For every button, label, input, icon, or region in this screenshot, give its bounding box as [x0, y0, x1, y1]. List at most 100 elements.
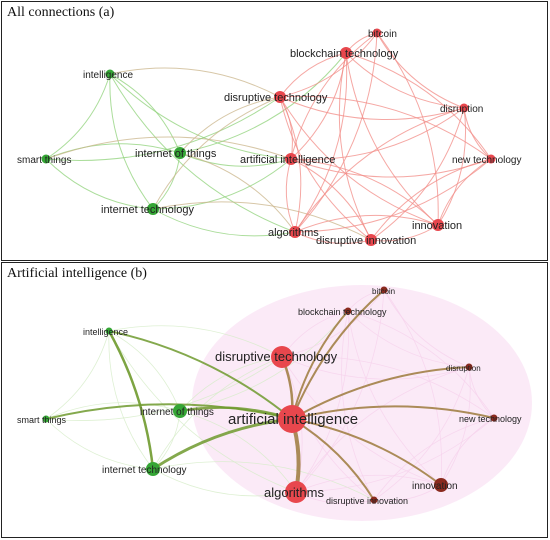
label-layer: intelligence smart things internet of thin… — [17, 287, 522, 506]
node-label-new-technology: new technology — [459, 414, 522, 424]
edge-artificial-intelligence--disruptive-innovation — [290, 158, 372, 241]
node-smart-things — [41, 154, 51, 164]
focus-edge-bitcoin — [291, 289, 385, 420]
faint-edge-intelligence--internet-technology — [108, 330, 154, 470]
faint-edge-new-technology--algorithms — [295, 417, 495, 493]
node-disruptive-technology — [274, 91, 286, 103]
edge-innovation--disruptive-innovation — [370, 224, 439, 242]
node-label-internet-of-things: internet of things — [135, 148, 217, 160]
node-label-algorithms: algorithms — [268, 227, 319, 239]
node-blockchain-technology — [344, 307, 352, 315]
node-label-internet-of-things: internet of things — [140, 407, 214, 418]
node-algorithms — [285, 481, 307, 503]
edge-layer — [45, 32, 492, 244]
faint-edge-bitcoin--disruption — [383, 289, 470, 368]
panel-all-connections: All connections (a) intelligence smart th… — [1, 1, 548, 261]
node-artificial-intelligence — [278, 405, 306, 433]
faint-edge-disruption--disruptive-innovation — [373, 366, 470, 501]
panel-artificial-intelligence: Artificial intelligence (b) intelligence… — [1, 262, 548, 538]
focus-edge-innovation — [291, 418, 442, 486]
node-label-smart-things: smart things — [17, 415, 67, 425]
faint-edge-bitcoin--algorithms — [295, 289, 385, 493]
node-internet-technology — [146, 462, 160, 476]
faint-edge-bitcoin--disruptive-technology — [281, 289, 385, 358]
edge-smart-things--internet-technology — [45, 158, 154, 210]
node-artificial-intelligence — [285, 153, 297, 165]
edge-internet-technology--algorithms — [152, 208, 296, 237]
node-smart-things — [42, 415, 50, 423]
edge-disruptive-technology--new-technology — [279, 95, 492, 160]
node-label-innovation: innovation — [412, 220, 462, 232]
faint-edge-blockchain-technology--algorithms — [295, 310, 349, 493]
node-label-artificial-intelligence: artificial intelligence — [228, 411, 358, 428]
node-label-disruptive-innovation: disruptive innovation — [316, 235, 416, 247]
node-internet-technology — [147, 203, 159, 215]
edge-disruption--innovation — [437, 107, 467, 226]
node-bitcoin — [372, 28, 382, 38]
focus-edge-disruption — [291, 366, 470, 420]
edge-smart-things--artificial-intelligence — [45, 136, 292, 160]
edge-artificial-intelligence--algorithms — [285, 158, 296, 233]
node-label-intelligence: intelligence — [83, 70, 133, 81]
node-disruption — [459, 103, 469, 113]
node-label-intelligence: intelligence — [83, 327, 128, 337]
node-disruptive-innovation — [370, 496, 378, 504]
edge-disruptive-technology--innovation — [279, 96, 439, 226]
node-label-disruptive-technology: disruptive technology — [224, 92, 328, 104]
faint-edge-disruptive-technology--disruption — [281, 356, 470, 380]
edge-internet-technology--disruptive-technology — [152, 96, 281, 210]
edge-blockchain-technology--algorithms — [294, 52, 348, 233]
edge-blockchain-technology--new-technology — [345, 52, 492, 160]
edge-smart-things--disruptive-technology — [45, 96, 281, 161]
edge-new-technology--innovation — [437, 158, 492, 226]
edge-internet-of-things--algorithms — [179, 152, 296, 233]
edge-internet-of-things--disruptive-technology — [179, 96, 281, 154]
faint-edge-new-technology--disruptive-innovation — [373, 417, 495, 501]
faint-edge-intelligence--internet-of-things — [108, 330, 181, 412]
network-graph: intelligence smart things internet of thin… — [17, 28, 522, 247]
faint-edge-smart-things--internet-of-things — [45, 402, 181, 420]
faint-edge-new-technology--innovation — [440, 417, 495, 486]
faint-edge-bitcoin--blockchain-technology — [347, 289, 385, 312]
edge-disruptive-technology--disruption — [279, 96, 465, 121]
faint-edge-algorithms--innovation — [295, 474, 442, 493]
node-label-smart-things: smart things — [17, 155, 71, 166]
edge-intelligence--artificial-intelligence — [109, 73, 292, 160]
edge-intelligence--internet-technology — [109, 73, 154, 210]
node-label-internet-technology: internet technology — [102, 465, 187, 476]
node-new-technology — [486, 154, 496, 164]
node-label-disruption: disruption — [446, 364, 481, 373]
edge-bitcoin--disruptive-technology — [279, 32, 378, 98]
faint-edge-intelligence--smart-things — [45, 330, 110, 420]
focus-edge-internet-technology — [151, 417, 294, 471]
node-label-algorithms: algorithms — [264, 485, 324, 500]
edge-disruption--disruptive-innovation — [370, 107, 465, 241]
faint-edge-blockchain-technology--disruption — [347, 310, 470, 368]
faint-edge-disruption--innovation — [440, 366, 471, 486]
edge-internet-of-things--blockchain-technology — [179, 52, 347, 154]
node-label-blockchain-technology: blockchain technology — [290, 48, 399, 60]
faint-edge-smart-things--internet-technology — [45, 418, 154, 470]
edge-internet-of-things--artificial-intelligence — [179, 152, 292, 167]
edge-new-technology--disruptive-innovation — [370, 158, 492, 241]
panel-title: All connections (a) — [7, 5, 115, 20]
edge-intelligence--algorithms — [109, 73, 296, 233]
node-new-technology — [490, 414, 498, 422]
node-label-innovation: innovation — [412, 481, 458, 492]
panel-title: Artificial intelligence (b) — [7, 266, 147, 281]
node-label-blockchain-technology: blockchain technology — [298, 307, 387, 317]
cluster-halo — [192, 285, 532, 521]
node-internet-of-things — [173, 404, 187, 418]
faint-edge-disruption--algorithms — [295, 366, 470, 493]
node-internet-of-things — [174, 147, 186, 159]
node-label-internet-technology: internet technology — [101, 204, 194, 216]
edge-disruption--new-technology — [463, 107, 492, 160]
node-label-disruption: disruption — [440, 104, 483, 115]
edge-intelligence--smart-things — [45, 73, 111, 160]
node-label-bitcoin: bitcoin — [368, 29, 397, 40]
edge-blockchain-technology--disruptive-innovation — [338, 52, 372, 241]
network-graph: intelligence smart things internet of thin… — [17, 285, 532, 521]
node-label-disruptive-technology: disruptive technology — [215, 349, 338, 364]
node-layer — [41, 28, 496, 246]
edge-intelligence--disruptive-technology — [109, 67, 281, 98]
